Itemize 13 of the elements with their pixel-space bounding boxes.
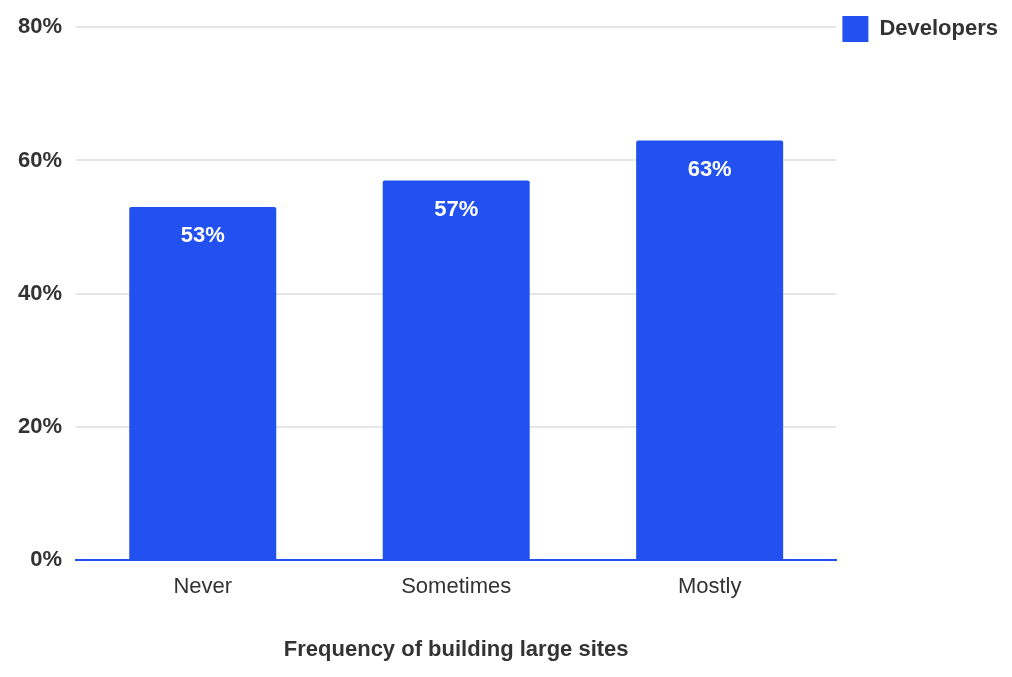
x-tick-label: Sometimes [401,573,512,599]
x-tick-label: Mostly [677,573,742,599]
y-tick-label: 80% [17,13,63,39]
x-axis-title: Frequency of building large sites [283,635,629,661]
text: 57% [434,195,479,221]
text: 63% [687,155,732,181]
y-tick-label: 20% [17,413,63,439]
y-tick-label: 0% [30,546,63,572]
y-tick-label: 60% [17,146,63,172]
y-tick-label: 40% [17,279,63,305]
x-tick-label: Never [173,573,233,599]
legend-label: Developers [879,15,999,41]
text: 53% [180,222,225,248]
